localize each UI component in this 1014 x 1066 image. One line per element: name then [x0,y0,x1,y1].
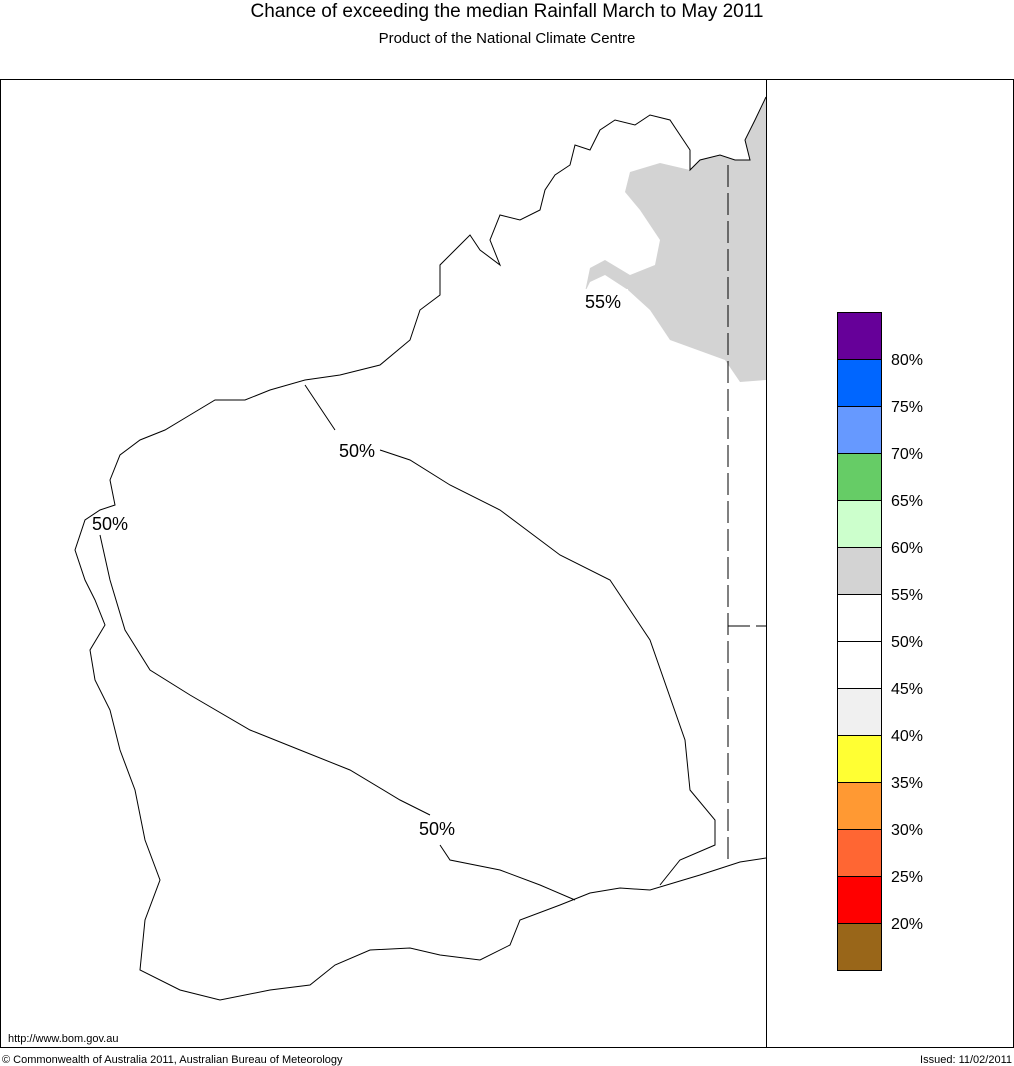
legend-swatch [837,547,882,595]
legend-swatch [837,876,882,924]
legend-label: 80% [891,352,923,369]
legend-swatch [837,923,882,971]
legend-label: 20% [891,916,923,933]
legend: 80% 75% 70% 65% 60% 55% 50% 45% 40% 35% 30% 25% 20% [837,312,923,971]
legend-swatch [837,594,882,642]
legend-swatch [837,641,882,689]
legend-swatch [837,406,882,454]
legend-label: 25% [891,869,923,886]
legend-swatch [837,735,882,783]
legend-label: 45% [891,681,923,698]
contour-label: 50% [339,441,375,461]
title: Chance of exceeding the median Rainfall … [251,1,764,22]
copyright: © Commonwealth of Australia 2011, Austra… [2,1054,343,1066]
legend-label: 50% [891,634,923,651]
legend-swatch [837,829,882,877]
url: http://www.bom.gov.au [8,1033,118,1045]
legend-label: 70% [891,446,923,463]
contour-line [304,384,716,886]
contour-label: 55% [585,292,621,312]
legend-swatch [837,500,882,548]
contour-label: 50% [92,514,128,534]
legend-swatch [837,782,882,830]
legend-label: 40% [891,728,923,745]
subtitle: Product of the National Climate Centre [379,30,636,47]
legend-label: 55% [891,587,923,604]
legend-label: 30% [891,822,923,839]
coastline [74,96,767,1001]
legend-label: 35% [891,775,923,792]
issued: Issued: 11/02/2011 [920,1054,1012,1066]
legend-label: 75% [891,399,923,416]
shaded-region [585,97,766,382]
legend-label: 60% [891,540,923,557]
legend-swatch [837,688,882,736]
state-border [727,165,766,865]
legend-swatch [837,359,882,407]
contour-line [99,534,576,901]
legend-label: 65% [891,493,923,510]
contour-label: 50% [419,819,455,839]
legend-swatch [837,453,882,501]
label-bg [580,289,628,313]
legend-swatch [837,312,882,360]
